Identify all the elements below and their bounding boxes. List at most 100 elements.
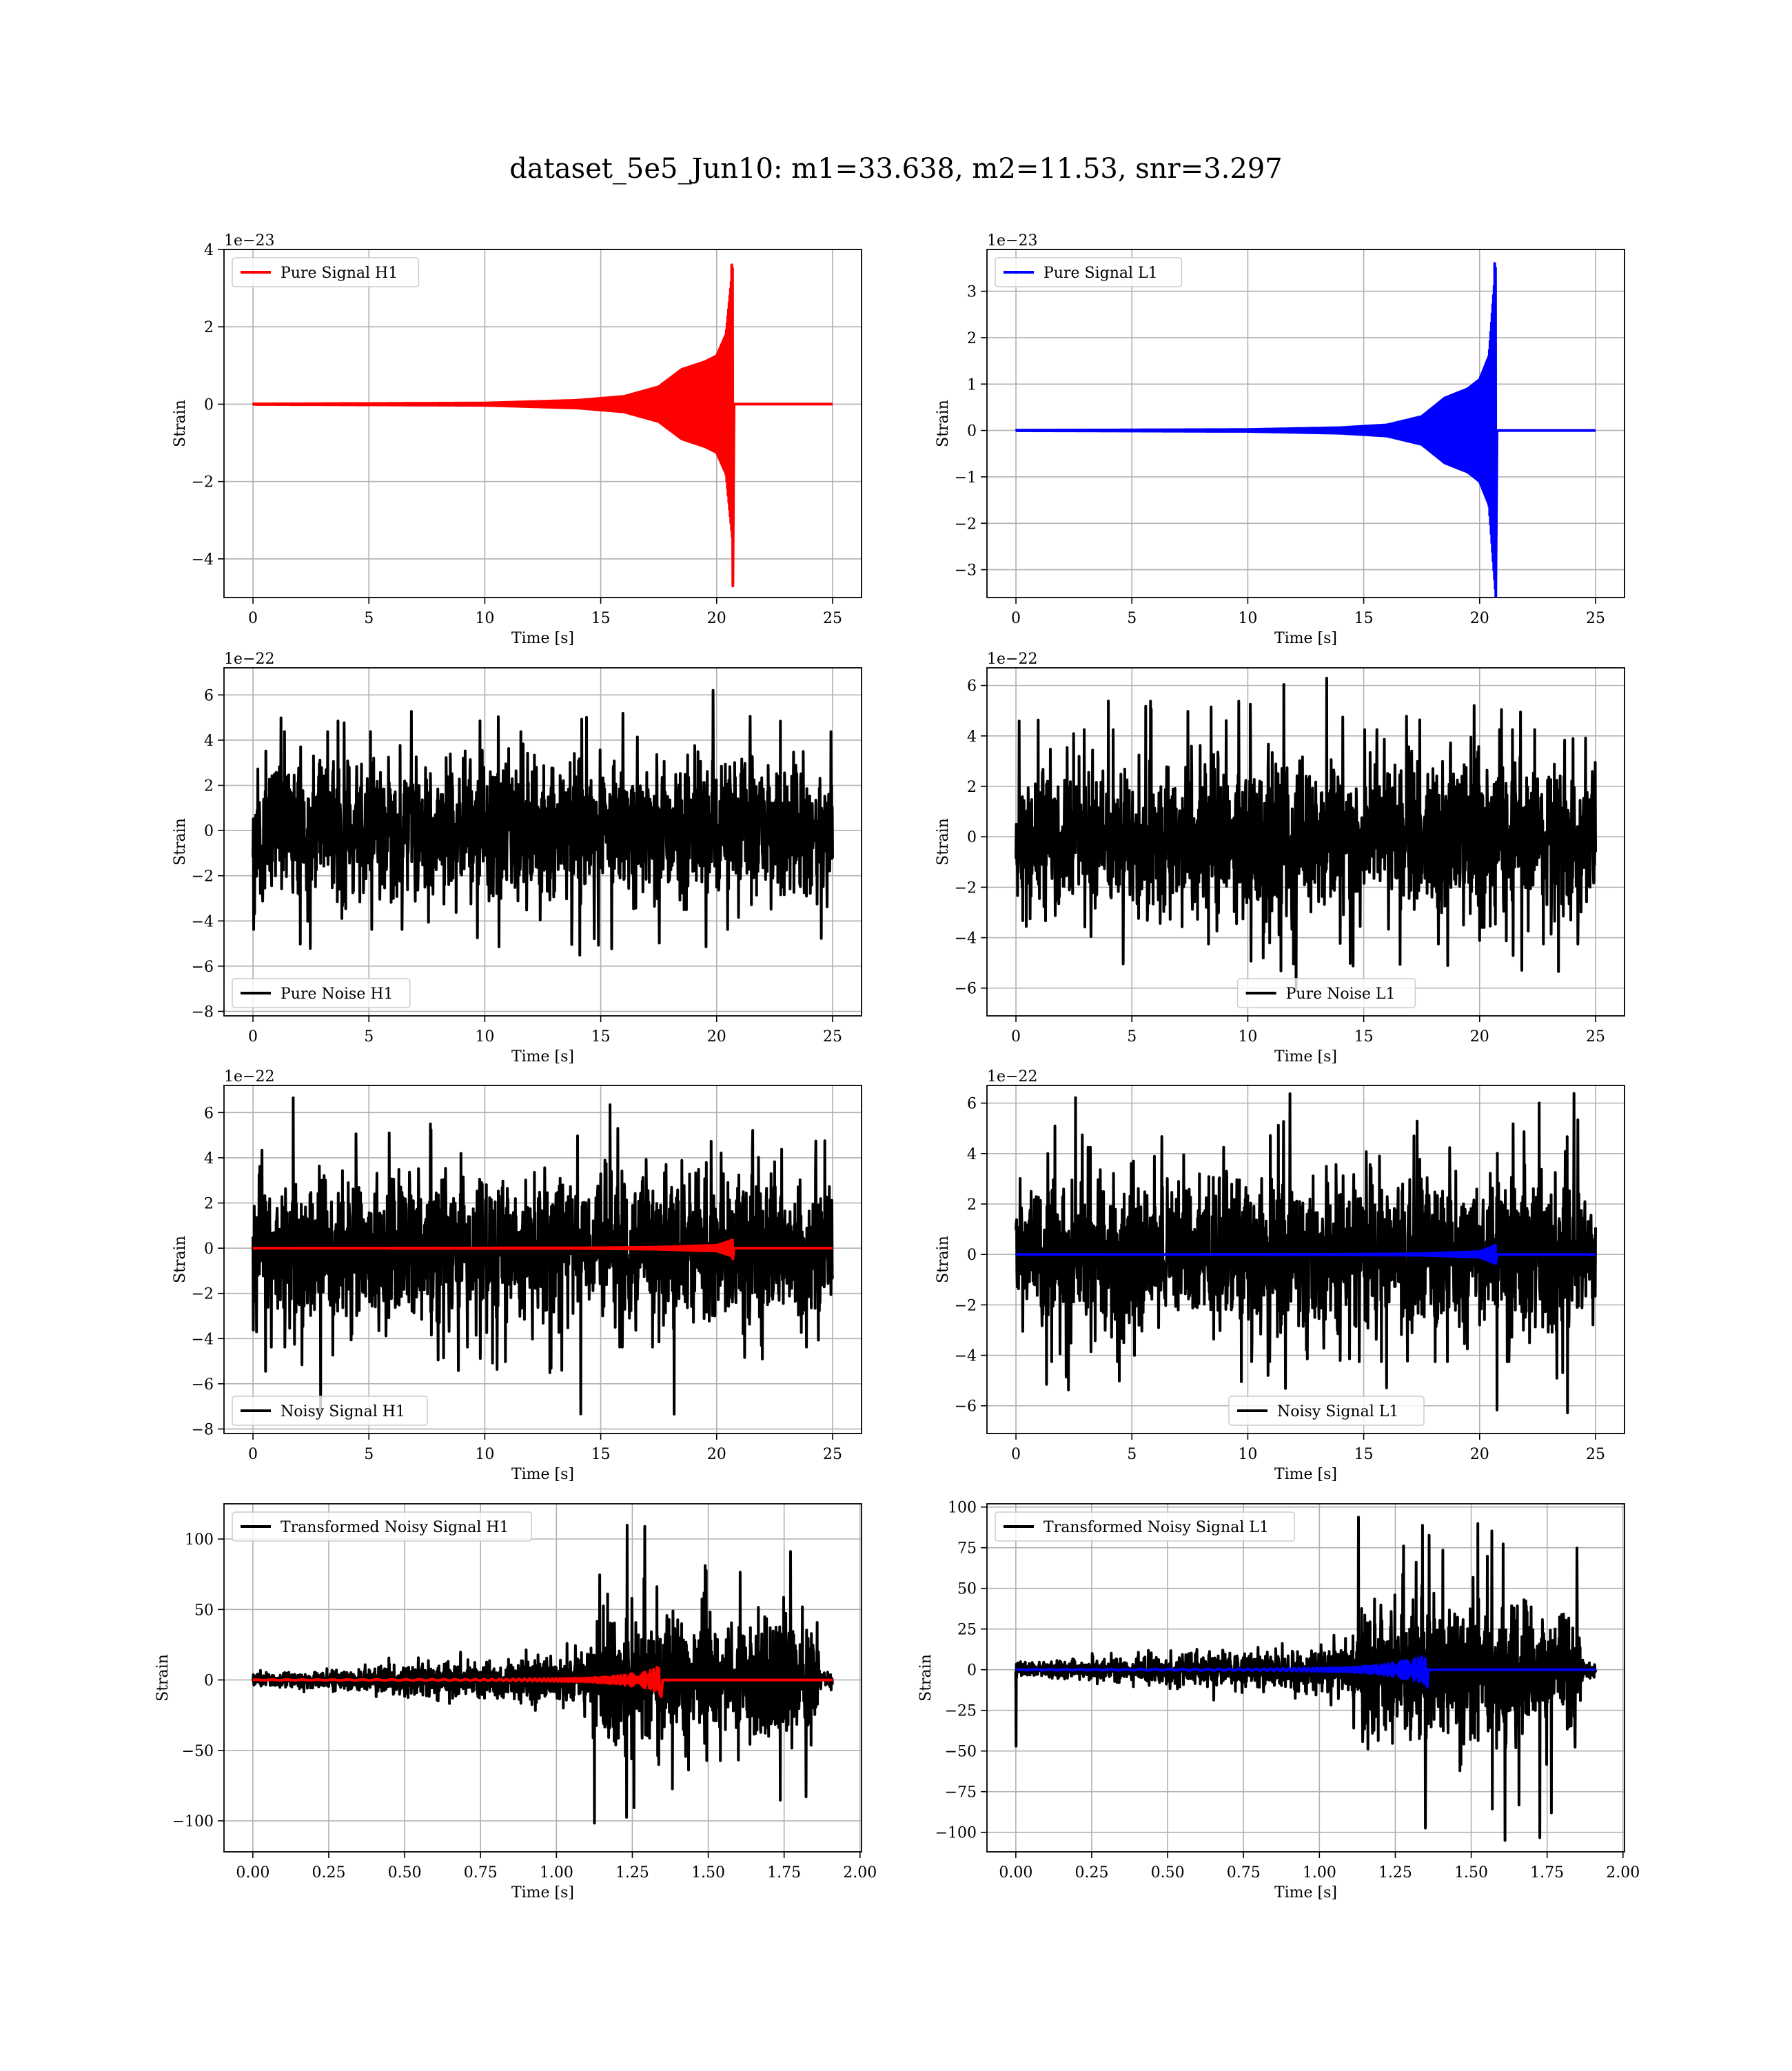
series-line (252, 1238, 833, 1261)
y-tick-label: −75 (945, 1784, 977, 1802)
x-tick-label: 0 (1011, 610, 1021, 627)
y-tick-label: −4 (192, 913, 214, 930)
panel-row3-right: 0 5 10 15 20 25 −6 −4 −2 0 2 4 6 Time [s] Strain 1e−22 N… (935, 1068, 1625, 1483)
y-tick-label: 0 (204, 1241, 214, 1258)
y-tick-label: −2 (955, 879, 977, 897)
x-tick-label: 1.00 (540, 1864, 573, 1881)
grid (987, 249, 1625, 598)
y-tick-label: −4 (192, 1331, 214, 1348)
plot-area (1015, 262, 1596, 598)
y-tick-label: 2 (967, 1196, 977, 1214)
y-tick-label: 6 (967, 1096, 977, 1113)
y-axis-label: Strain (917, 1654, 935, 1702)
plot-area (252, 688, 834, 957)
y-tick-label: −4 (955, 930, 977, 948)
x-tick-label: 0 (1011, 1446, 1021, 1463)
y-axis-label: Strain (935, 400, 952, 447)
x-tick-label: 0.00 (236, 1864, 269, 1881)
plot-area (1015, 677, 1597, 990)
legend: Noisy Signal L1 (1228, 1396, 1425, 1426)
legend-label: Transformed Noisy Signal H1 (281, 1519, 509, 1536)
panel-top-left: 0 5 10 15 20 25 −4 −2 0 2 4 Time [s] Strain 1e−23 Pure… (172, 232, 862, 647)
y-tick-label: −3 (955, 562, 977, 580)
offset-text: 1e−23 (987, 232, 1037, 249)
x-tick-label: 15 (591, 610, 611, 627)
y-tick-label: 4 (967, 1146, 977, 1163)
y-tick-label: −4 (955, 1348, 977, 1365)
x-tick-label: 0 (248, 610, 258, 627)
y-tick-label: 6 (967, 678, 977, 695)
series-line (1014, 1516, 1598, 1842)
x-tick-label: 1.50 (691, 1864, 725, 1881)
x-tick-label: 25 (823, 610, 842, 627)
y-tick-label: 1 (967, 376, 977, 394)
legend-label: Pure Signal L1 (1043, 265, 1158, 282)
y-tick-label: 100 (185, 1531, 214, 1549)
panel-bottom-left: 0.00 0.25 0.50 0.75 1.00 1.25 1.50 1.75 2.00 −100… (154, 1503, 877, 1901)
y-tick-label: 2 (967, 779, 977, 796)
legend-box (1236, 978, 1416, 1008)
x-tick-label: 0.00 (999, 1864, 1032, 1881)
x-tick-label: 0.75 (1227, 1864, 1261, 1881)
x-tick-label: 5 (1127, 1446, 1137, 1463)
y-tick-label: −2 (192, 868, 214, 886)
y-axis-label: Strain (172, 400, 189, 447)
y-tick-label: 4 (967, 728, 977, 746)
series-line (1015, 1655, 1596, 1689)
grid (224, 249, 862, 598)
y-tick-label: 0 (967, 1662, 977, 1680)
x-tick-label: 15 (591, 1028, 611, 1045)
x-tick-label: 5 (364, 1028, 374, 1045)
legend: Noisy Signal H1 (232, 1396, 428, 1426)
x-tick-label: 1.50 (1454, 1864, 1488, 1881)
legend: Transformed Noisy Signal L1 (995, 1511, 1295, 1542)
x-tick-label: 0.75 (464, 1864, 498, 1881)
x-tick-label: 15 (591, 1446, 611, 1463)
y-tick-label: 3 (967, 284, 977, 301)
x-tick-label: 0 (248, 1028, 258, 1045)
x-axis-label: Time [s] (1274, 1466, 1337, 1483)
y-tick-label: 2 (204, 319, 214, 336)
legend-box (995, 257, 1183, 287)
series-line (252, 1096, 834, 1416)
series-line (252, 1666, 833, 1699)
axes-frame (223, 667, 862, 1017)
axes-frame (223, 249, 862, 598)
axes-frame (986, 1085, 1625, 1434)
y-tick-label: 100 (948, 1500, 977, 1517)
x-tick-label: 5 (364, 1446, 374, 1463)
y-tick-label: 2 (204, 778, 214, 795)
panel-row2-right: 0 5 10 15 20 25 −6 −4 −2 0 2 4 6 Time [s] Strain 1e−22 P… (935, 651, 1625, 1065)
x-tick-label: 10 (475, 610, 494, 627)
y-tick-label: −1 (955, 469, 977, 487)
x-tick-label: 1.25 (1378, 1864, 1412, 1881)
y-tick-label: −6 (192, 1376, 214, 1394)
x-tick-label: 2.00 (843, 1864, 877, 1881)
plot-area (1014, 1516, 1598, 1842)
series-line (251, 1524, 834, 1825)
y-tick-label: −50 (182, 1743, 214, 1760)
legend-box (232, 978, 411, 1008)
x-tick-label: 25 (823, 1028, 842, 1045)
y-tick-label: −4 (192, 551, 214, 569)
x-tick-label: 0.25 (1075, 1864, 1108, 1881)
legend-box (232, 1396, 428, 1426)
legend: Transformed Noisy Signal H1 (232, 1511, 532, 1542)
figure-title: dataset_5e5_Jun10: m1=33.638, m2=11.53, … (509, 153, 1283, 185)
y-tick-label: 4 (204, 242, 214, 259)
y-tick-label: 0 (204, 1673, 214, 1690)
y-tick-label: −25 (945, 1703, 977, 1720)
y-tick-label: 6 (204, 1105, 214, 1122)
y-tick-label: −8 (192, 1003, 214, 1021)
x-tick-label: 20 (707, 1446, 726, 1463)
legend-box (232, 257, 420, 287)
y-tick-label: −2 (192, 1286, 214, 1303)
y-tick-label: 0 (967, 423, 977, 440)
y-tick-label: 50 (194, 1602, 214, 1619)
legend-box (232, 1511, 532, 1542)
x-tick-label: 10 (1238, 610, 1257, 627)
x-tick-label: 20 (707, 610, 726, 627)
legend-label: Pure Noise H1 (281, 986, 394, 1003)
x-tick-label: 0.50 (388, 1864, 422, 1881)
